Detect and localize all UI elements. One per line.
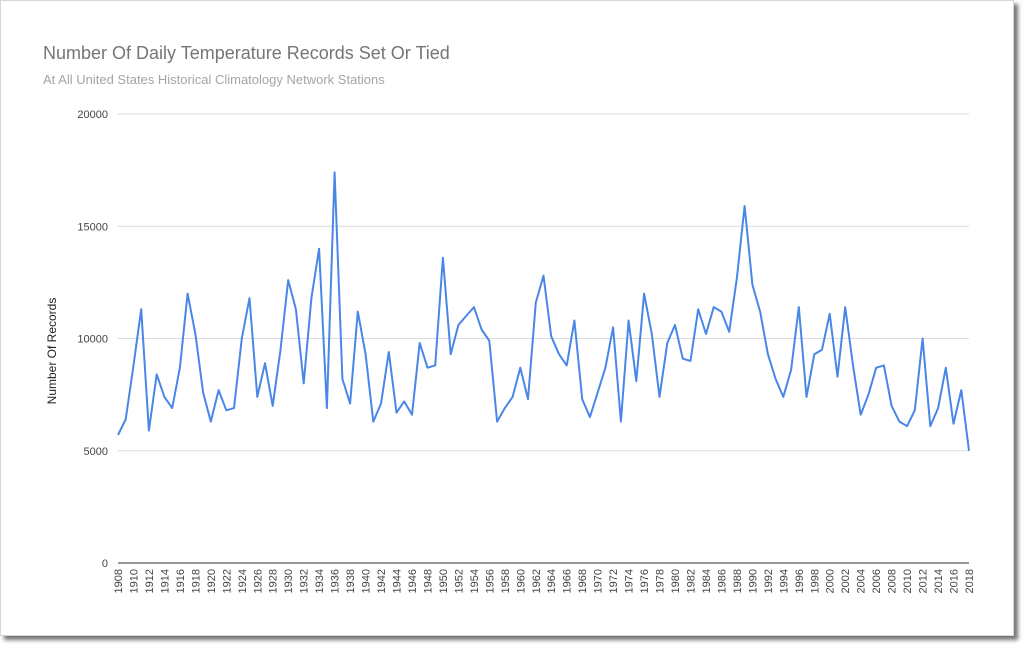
x-tick-label: 1972 [608, 569, 620, 593]
x-tick-label: 1934 [314, 569, 326, 593]
x-tick-label: 2018 [964, 569, 976, 593]
x-tick-label: 1956 [484, 569, 496, 593]
x-tick-label: 1930 [283, 569, 295, 593]
y-axis-label: Number Of Records [45, 298, 59, 405]
x-tick-label: 1954 [469, 569, 481, 593]
x-tick-label: 1970 [593, 569, 605, 593]
x-tick-label: 1990 [747, 569, 759, 593]
x-tick-label: 1914 [159, 569, 171, 593]
y-tick-label: 5000 [84, 446, 108, 458]
x-tick-label: 1964 [546, 569, 558, 593]
x-tick-label: 1966 [562, 569, 574, 593]
x-tick-label: 1938 [345, 569, 357, 593]
x-tick-label: 1918 [190, 569, 202, 593]
x-tick-label: 1950 [438, 569, 450, 593]
x-tick-label: 1940 [361, 569, 373, 593]
x-tick-label: 1988 [732, 569, 744, 593]
x-tick-label: 1932 [299, 569, 311, 593]
series-line [117, 171, 970, 451]
chart-title: Number Of Daily Temperature Records Set … [43, 43, 450, 63]
x-tick-label: 2016 [949, 569, 961, 593]
x-tick-label: 1912 [144, 569, 156, 593]
x-axis-ticks: 1908 1910 1912 1914 1916 1918 1920 1922 1924 1926… [113, 569, 976, 593]
x-tick-label: 1996 [794, 569, 806, 593]
x-tick-label: 1994 [778, 569, 790, 593]
x-tick-label: 1998 [809, 569, 821, 593]
y-tick-label: 20000 [77, 109, 108, 121]
x-tick-label: 1948 [422, 569, 434, 593]
x-tick-label: 1974 [624, 569, 636, 593]
x-tick-label: 2012 [918, 569, 930, 593]
x-tick-label: 1928 [268, 569, 280, 593]
x-tick-label: 1958 [500, 569, 512, 593]
x-tick-label: 1968 [577, 569, 589, 593]
y-axis-ticks: 0 5000 10000 15000 20000 [77, 109, 108, 570]
x-tick-label: 2004 [856, 569, 868, 593]
x-tick-label: 1962 [531, 569, 543, 593]
y-tick-label: 0 [102, 558, 108, 570]
x-tick-label: 1926 [252, 569, 264, 593]
x-tick-label: 1936 [330, 569, 342, 593]
x-tick-label: 1952 [453, 569, 465, 593]
x-tick-label: 2006 [871, 569, 883, 593]
y-tick-label: 15000 [77, 221, 108, 233]
x-tick-label: 1920 [206, 569, 218, 593]
x-tick-label: 1984 [701, 569, 713, 593]
x-tick-label: 2002 [840, 569, 852, 593]
x-tick-label: 1924 [237, 569, 249, 593]
x-tick-label: 1982 [685, 569, 697, 593]
x-tick-label: 2008 [887, 569, 899, 593]
x-tick-label: 1980 [670, 569, 682, 593]
x-tick-label: 1944 [392, 569, 404, 593]
x-tick-label: 1922 [221, 569, 233, 593]
x-tick-label: 1916 [175, 569, 187, 593]
gridlines [118, 113, 969, 564]
x-tick-label: 1910 [128, 569, 140, 593]
chart-subtitle: At All United States Historical Climatol… [43, 72, 385, 87]
x-tick-label: 2014 [933, 569, 945, 593]
x-tick-label: 1978 [655, 569, 667, 593]
x-tick-label: 1946 [407, 569, 419, 593]
x-tick-label: 2000 [825, 569, 837, 593]
x-tick-label: 1908 [113, 569, 125, 593]
y-tick-label: 10000 [77, 334, 108, 346]
x-tick-label: 2010 [902, 569, 914, 593]
x-tick-label: 1960 [515, 569, 527, 593]
x-tick-label: 1942 [376, 569, 388, 593]
x-tick-label: 1992 [763, 569, 775, 593]
x-tick-label: 1976 [639, 569, 651, 593]
x-tick-label: 1986 [716, 569, 728, 593]
